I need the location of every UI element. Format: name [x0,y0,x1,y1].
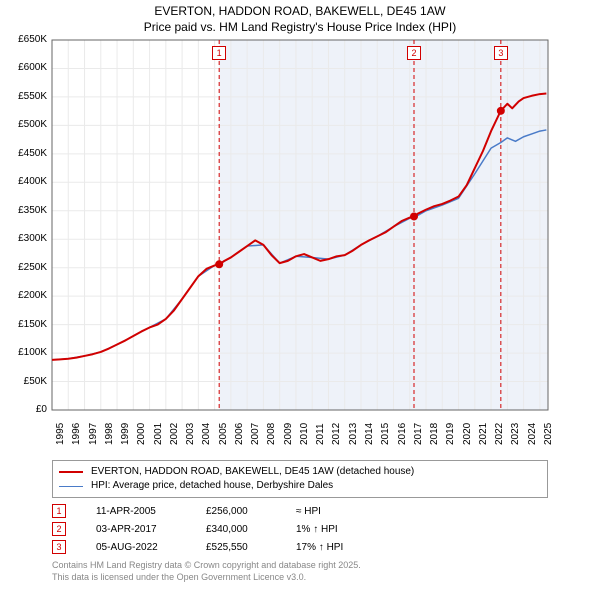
transaction-badge-2: 2 [52,522,66,536]
legend-item-hpi: HPI: Average price, detached house, Derb… [59,479,541,493]
transaction-diff-2: 1% ↑ HPI [296,524,376,535]
x-tick-label: 2000 [136,423,147,445]
x-tick-label: 2010 [299,423,310,445]
x-tick-label: 2002 [169,423,180,445]
legend-swatch-hpi [59,486,83,487]
transaction-diff-3: 17% ↑ HPI [296,542,376,553]
legend-label-property: EVERTON, HADDON ROAD, BAKEWELL, DE45 1AW… [91,465,414,479]
y-tick-label: £200K [2,290,47,301]
x-tick-label: 2003 [185,423,196,445]
x-tick-label: 2022 [494,423,505,445]
y-tick-label: £400K [2,176,47,187]
transaction-price-1: £256,000 [206,506,266,517]
x-tick-label: 2021 [478,423,489,445]
legend: EVERTON, HADDON ROAD, BAKEWELL, DE45 1AW… [52,460,548,498]
x-tick-label: 1997 [88,423,99,445]
x-tick-label: 2016 [397,423,408,445]
transaction-badge-1: 1 [52,504,66,518]
transaction-row-1: 1 11-APR-2005 £256,000 ≈ HPI [52,502,376,520]
y-tick-label: £300K [2,233,47,244]
legend-label-hpi: HPI: Average price, detached house, Derb… [91,479,333,493]
x-tick-label: 2011 [315,423,326,445]
marker-label-2: 2 [407,46,421,60]
transaction-diff-1: ≈ HPI [296,506,376,517]
x-tick-label: 1995 [55,423,66,445]
x-tick-label: 2007 [250,423,261,445]
x-tick-label: 2014 [364,423,375,445]
y-tick-label: £350K [2,205,47,216]
x-tick-label: 2024 [527,423,538,445]
x-tick-label: 2020 [462,423,473,445]
x-tick-label: 2019 [445,423,456,445]
y-tick-label: £50K [2,376,47,387]
y-tick-label: £500K [2,119,47,130]
x-tick-label: 2012 [331,423,342,445]
x-tick-label: 2001 [153,423,164,445]
transaction-date-1: 11-APR-2005 [96,506,176,517]
x-tick-label: 2009 [283,423,294,445]
x-tick-label: 2005 [218,423,229,445]
y-tick-label: £100K [2,347,47,358]
footer-line2: This data is licensed under the Open Gov… [52,572,361,584]
y-tick-label: £550K [2,91,47,102]
chart-container: EVERTON, HADDON ROAD, BAKEWELL, DE45 1AW… [0,0,600,590]
x-tick-label: 1999 [120,423,131,445]
transactions-table: 1 11-APR-2005 £256,000 ≈ HPI 2 03-APR-20… [52,502,376,556]
footer-line1: Contains HM Land Registry data © Crown c… [52,560,361,572]
transaction-price-3: £525,550 [206,542,266,553]
x-tick-label: 2006 [234,423,245,445]
marker-label-3: 3 [494,46,508,60]
transaction-row-2: 2 03-APR-2017 £340,000 1% ↑ HPI [52,520,376,538]
x-tick-label: 1996 [71,423,82,445]
transaction-badge-3: 3 [52,540,66,554]
y-tick-label: £650K [2,34,47,45]
y-tick-label: £250K [2,262,47,273]
transaction-date-3: 05-AUG-2022 [96,542,176,553]
x-tick-label: 2013 [348,423,359,445]
transaction-row-3: 3 05-AUG-2022 £525,550 17% ↑ HPI [52,538,376,556]
x-tick-label: 2008 [266,423,277,445]
x-tick-label: 2023 [510,423,521,445]
legend-item-property: EVERTON, HADDON ROAD, BAKEWELL, DE45 1AW… [59,465,541,479]
y-tick-label: £600K [2,62,47,73]
legend-swatch-property [59,471,83,473]
x-tick-label: 2025 [543,423,554,445]
y-tick-label: £0 [2,404,47,415]
transaction-date-2: 03-APR-2017 [96,524,176,535]
x-tick-label: 2017 [413,423,424,445]
x-tick-label: 1998 [104,423,115,445]
transaction-price-2: £340,000 [206,524,266,535]
marker-label-1: 1 [212,46,226,60]
y-tick-label: £450K [2,148,47,159]
x-tick-label: 2018 [429,423,440,445]
footer-note: Contains HM Land Registry data © Crown c… [52,560,361,583]
x-tick-label: 2015 [380,423,391,445]
x-tick-label: 2004 [201,423,212,445]
y-tick-label: £150K [2,319,47,330]
